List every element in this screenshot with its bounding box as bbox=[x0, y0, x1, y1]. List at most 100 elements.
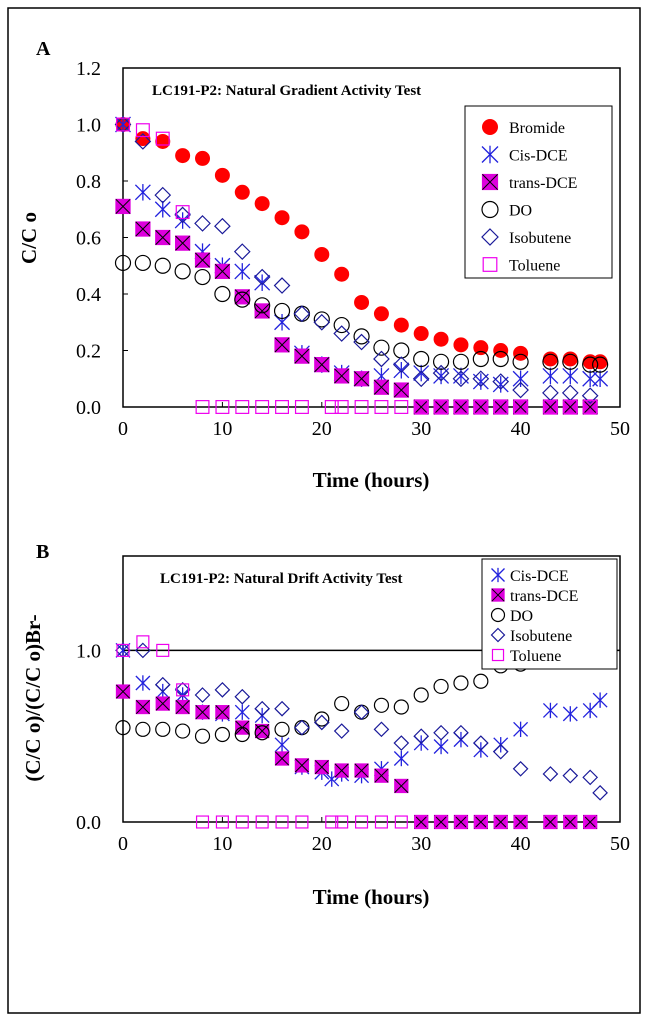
panel-a-point-isobutene bbox=[581, 387, 599, 405]
panel-b-point-trans-dce bbox=[493, 814, 508, 830]
panel-b-point-do bbox=[314, 711, 330, 727]
panel-a-point-bromide bbox=[155, 133, 171, 149]
panel-b-point-cis-dce bbox=[542, 702, 558, 719]
panel-b-point-do bbox=[453, 675, 469, 691]
panel-b-point-trans-dce bbox=[314, 759, 329, 775]
panel-a-point-toluene bbox=[543, 400, 558, 414]
panel-b-point-isobutene bbox=[373, 721, 390, 738]
panel-b-point-toluene bbox=[235, 815, 249, 829]
panel-a-point-bromide bbox=[334, 266, 350, 282]
panel-b-point-isobutene bbox=[592, 784, 608, 801]
panel-a-point-isobutene bbox=[333, 325, 351, 342]
panel-a-point-trans-dce bbox=[155, 229, 171, 246]
panel-a-legend-label-isobutene: Isobutene bbox=[509, 230, 571, 247]
panel-a-point-toluene bbox=[116, 117, 130, 132]
panel-a-point-toluene bbox=[255, 400, 270, 414]
panel-b-point-trans-dce bbox=[175, 699, 190, 715]
panel-b-point-cis-dce bbox=[135, 675, 151, 691]
panel-a-y-tick-label: 1.0 bbox=[76, 115, 101, 137]
panel-b-point-toluene bbox=[514, 815, 528, 829]
panel-b-legend-label-cis-dce: Cis-DCE bbox=[510, 568, 569, 585]
panel-a-point-trans-dce bbox=[453, 399, 469, 415]
panel-a-point-isobutene bbox=[114, 116, 132, 133]
panel-b-point-cis-dce bbox=[115, 642, 131, 659]
panel-b-point-trans-dce bbox=[135, 699, 151, 715]
panel-b-point-isobutene bbox=[294, 719, 310, 736]
panel-b-point-do bbox=[115, 720, 131, 736]
panel-a-point-bromide bbox=[294, 224, 310, 240]
panel-b-point-trans-dce bbox=[473, 814, 488, 830]
panel-a-point-toluene bbox=[414, 400, 429, 414]
panel-a-point-do bbox=[492, 350, 509, 368]
panel-b-point-trans-dce bbox=[354, 763, 369, 778]
panel-a-point-toluene bbox=[354, 400, 369, 414]
panel-b-y-tick-label: 0.0 bbox=[76, 812, 101, 834]
panel-a-legend-items: Bromide Cis-DCE trans-DCE DO Isobutene Toluen… bbox=[481, 119, 577, 275]
panel-b-title: LC191-P2: Natural Drift Activity Test bbox=[160, 571, 402, 587]
panel-b-point-toluene bbox=[414, 815, 428, 829]
panel-a-point-bromide bbox=[135, 131, 151, 147]
panel-a-point-do bbox=[114, 254, 132, 272]
panel-b-point-do bbox=[135, 721, 151, 737]
panel-a-point-cis-dce bbox=[413, 364, 430, 382]
panel-b-point-isobutene bbox=[472, 735, 489, 751]
panel-b-point-toluene bbox=[434, 815, 448, 829]
panel-a-point-trans-dce bbox=[393, 382, 409, 398]
panel-a-point-toluene bbox=[235, 400, 250, 414]
panel-b-point-trans-dce bbox=[433, 814, 449, 830]
panel-b-point-trans-dce bbox=[255, 723, 270, 739]
panel-a-y-tick-label: 1.2 bbox=[76, 58, 101, 80]
panel-b-point-isobutene bbox=[353, 704, 370, 721]
panel-b-y-axis-label-text: (C/C o)/(C/C o)Br- bbox=[21, 614, 45, 781]
panel-a-legend-label-do: DO bbox=[509, 203, 532, 220]
panel-b-point-toluene bbox=[275, 815, 289, 829]
panel-a-point-isobutene bbox=[472, 370, 490, 388]
panel-b-point-trans-dce bbox=[215, 705, 230, 720]
panel-a-point-cis-dce bbox=[134, 184, 151, 201]
panel-b-x-tick-label: 20 bbox=[312, 833, 332, 855]
panel-a-point-cis-dce bbox=[393, 362, 410, 379]
panel-b-point-toluene bbox=[215, 815, 229, 829]
panel-b-point-toluene bbox=[454, 815, 468, 829]
panel-b-point-toluene bbox=[355, 815, 369, 829]
panel-a-point-isobutene bbox=[492, 373, 510, 390]
panel-a-point-trans-dce bbox=[175, 235, 191, 251]
panel-b-point-do bbox=[393, 699, 409, 715]
panel-a-point-toluene bbox=[294, 400, 309, 414]
panel-a-point-trans-dce bbox=[334, 368, 350, 384]
panel-a-point-bromide bbox=[314, 246, 330, 262]
panel-a-point-isobutene bbox=[134, 133, 152, 150]
panel-b-point-trans-dce bbox=[543, 814, 558, 830]
panel-a-point-isobutene bbox=[452, 370, 470, 388]
panel-b-point-isobutene bbox=[453, 724, 469, 741]
panel-b-point-toluene bbox=[325, 815, 339, 829]
panel-a-point-isobutene bbox=[432, 364, 450, 382]
panel-a-point-trans-dce bbox=[433, 399, 449, 415]
panel-a-x-tick-label: 10 bbox=[212, 418, 232, 440]
panel-a-point-do bbox=[333, 316, 350, 334]
panel-a-y-axis-label: C/C o bbox=[17, 212, 41, 264]
panel-b-point-isobutene bbox=[174, 682, 191, 698]
panel-a-point-do bbox=[562, 353, 579, 370]
panel-a-point-toluene bbox=[434, 400, 449, 414]
panel-b-point-do bbox=[413, 687, 429, 703]
panel-a-point-do bbox=[353, 328, 370, 345]
panel-a-point-trans-dce bbox=[413, 399, 429, 415]
panel-a-legend-marker-isobutene bbox=[481, 228, 499, 246]
panel-b-x-tick-label: 40 bbox=[511, 833, 531, 855]
panel-b-point-toluene bbox=[335, 815, 349, 829]
panel-a-title: LC191-P2: Natural Gradient Activity Test bbox=[152, 83, 421, 99]
panel-b-legend-marker-isobutene bbox=[490, 627, 506, 643]
panel-a-x-tick-label: 50 bbox=[610, 418, 630, 440]
panel-b-point-do bbox=[373, 697, 390, 713]
panel-b-legend-label-toluene: Toluene bbox=[510, 648, 561, 665]
panel-b-x-tick-label: 0 bbox=[118, 833, 128, 855]
panel-a-point-bromide bbox=[175, 148, 191, 164]
panel-a-y-tick-label: 0.4 bbox=[76, 284, 101, 306]
panel-b-point-do bbox=[473, 673, 489, 689]
panel-b-point-trans-dce bbox=[294, 758, 310, 773]
panel-a-point-isobutene bbox=[194, 215, 211, 232]
panel-a-y-tick-label: 0.8 bbox=[76, 171, 101, 193]
panel-a-point-cis-dce bbox=[174, 212, 191, 229]
